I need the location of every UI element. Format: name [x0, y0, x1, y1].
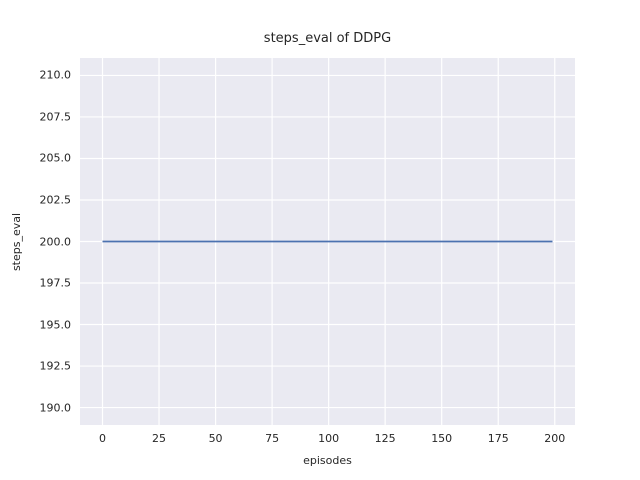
y-tick-label: 197.5: [39, 276, 72, 290]
x-tick-label: 150: [431, 432, 453, 445]
y-axis-label: steps_eval: [10, 212, 23, 271]
y-tick-label: 202.5: [39, 193, 72, 207]
y-tick-label: 200.0: [39, 235, 72, 248]
y-tick-label: 210.0: [39, 68, 72, 82]
chart-title: steps_eval of DDPG: [263, 31, 392, 46]
x-axis-label: episodes: [303, 454, 352, 467]
x-tick-label: 75: [265, 432, 280, 445]
y-tick-label: 205.0: [39, 151, 72, 165]
plot-area: steps_eval episodes 0 25 50 75 100 125 150 175 2…: [10, 58, 575, 467]
y-tick-label: 207.5: [39, 110, 72, 124]
x-tick-label: 25: [152, 432, 167, 445]
y-tick-label: 192.5: [39, 359, 72, 373]
x-tick-label: 50: [208, 432, 223, 445]
x-tick-label: 175: [487, 432, 509, 445]
plot-canvas: [80, 58, 575, 425]
y-tick-label: 190.0: [39, 401, 72, 415]
x-tick-label: 200: [544, 432, 566, 445]
x-tick-label: 125: [374, 432, 396, 445]
x-tick-label: 100: [318, 432, 340, 445]
y-tick-label: 195.0: [39, 318, 72, 332]
x-tick-label: 0: [99, 432, 106, 445]
